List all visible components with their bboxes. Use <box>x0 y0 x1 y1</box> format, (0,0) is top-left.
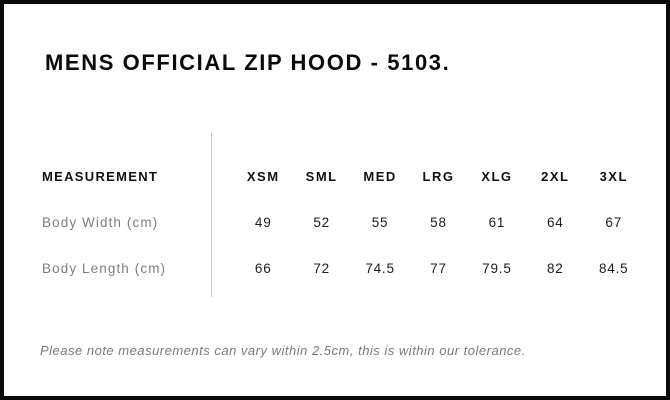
tolerance-note: Please note measurements can vary within… <box>40 343 526 358</box>
table-header-row: MEASUREMENT XSM SML MED LRG XLG 2XL 3XL <box>4 152 666 200</box>
size-header-cells: XSM SML MED LRG XLG 2XL 3XL <box>234 169 643 184</box>
body-length-sml-value: 72 <box>313 260 330 276</box>
body-length-3xl-value: 84.5 <box>599 260 629 276</box>
body-length-xlg-value: 79.5 <box>482 260 512 276</box>
body-length-2xl-value: 82 <box>547 260 564 276</box>
body-width-value-cells: 49 52 55 58 61 64 67 <box>234 215 643 230</box>
body-width-3xl-value: 67 <box>605 214 623 230</box>
body-width-lrg-value: 58 <box>430 214 447 230</box>
row-label-body-width: Body Width (cm) <box>42 214 159 230</box>
body-width-med-value: 55 <box>371 214 389 230</box>
size-header-med: MED <box>363 168 397 184</box>
table-row-body-width: Body Width (cm) 49 52 55 58 61 64 67 <box>4 200 666 244</box>
row-label-body-length: Body Length (cm) <box>42 260 167 276</box>
body-length-xsm-value: 66 <box>254 260 272 276</box>
table-vertical-divider <box>211 133 212 297</box>
table-row-body-length: Body Length (cm) 66 72 74.5 77 79.5 82 8… <box>4 244 666 292</box>
size-chart-table: MEASUREMENT XSM SML MED LRG XLG 2XL 3XL … <box>4 152 666 292</box>
size-header-xlg: XLG <box>481 168 513 184</box>
size-header-lrg: LRG <box>422 168 455 184</box>
size-header-3xl: 3XL <box>599 168 628 184</box>
body-length-value-cells: 66 72 74.5 77 79.5 82 84.5 <box>234 261 643 276</box>
size-header-2xl: 2XL <box>541 168 570 184</box>
page-title: MENS OFFICIAL ZIP HOOD - 5103. <box>45 50 451 75</box>
body-width-sml-value: 52 <box>313 214 330 230</box>
size-header-xsm: XSM <box>246 168 280 184</box>
size-header-sml: SML <box>305 168 338 184</box>
measurement-column-header: MEASUREMENT <box>42 168 159 184</box>
body-width-xlg-value: 61 <box>488 214 506 230</box>
body-length-lrg-value: 77 <box>430 260 447 276</box>
body-width-xsm-value: 49 <box>254 214 272 230</box>
body-length-med-value: 74.5 <box>365 260 395 276</box>
body-width-2xl-value: 64 <box>547 214 564 230</box>
